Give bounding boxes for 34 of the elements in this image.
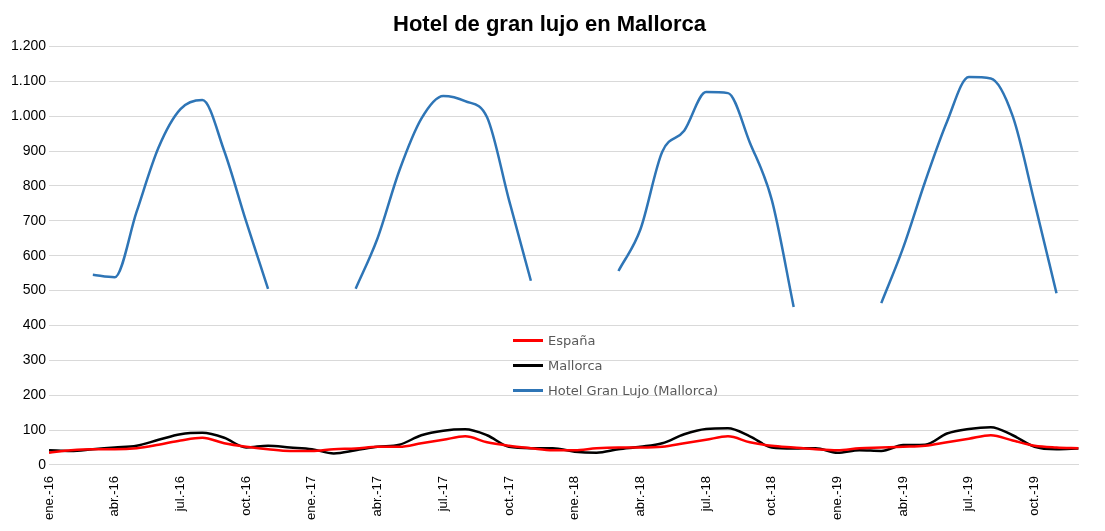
x-tick-label: ene.-18 [566,475,582,520]
y-tick-label: 1.200 [10,37,47,54]
x-tick-label: abr.-16 [106,475,122,517]
y-tick-label: 500 [22,281,47,298]
y-tick-label: 600 [22,246,47,263]
legend-label: Hotel Gran Lujo (Mallorca) [548,383,718,398]
x-tick-label: oct.-18 [763,475,779,516]
x-tick-label: ene.-17 [303,475,319,520]
x-tick-label: oct.-17 [500,475,516,516]
x-tick-label: jul.-17 [434,475,450,513]
y-tick-label: 300 [22,351,47,368]
y-tick-label: 200 [22,386,47,403]
y-tick-label: 900 [22,141,47,158]
x-tick-label: oct.-16 [237,475,253,516]
legend-label: España [548,333,596,348]
line-series [47,434,1080,454]
x-tick-label: ene.-16 [40,475,56,520]
chart-title: Hotel de gran lujo en Mallorca [393,11,707,37]
x-tick-label: jul.-16 [172,475,188,513]
y-tick-label: 800 [22,176,47,193]
x-tick-label: jul.-18 [697,475,713,513]
y-tick-label: 100 [22,420,47,437]
y-tick-label: 1.000 [10,107,47,124]
y-tick-label: 0 [38,455,47,472]
y-tick-label: 1.100 [10,72,47,89]
legend-label: Mallorca [548,358,603,373]
y-tick-label: 400 [22,316,47,333]
x-tick-label: oct.-19 [1026,475,1042,516]
y-tick-label: 700 [22,211,47,228]
x-tick-label: abr.-17 [369,475,385,517]
x-tick-label: abr.-19 [894,475,910,517]
x-tick-label: abr.-18 [631,475,647,517]
x-tick-label: ene.-19 [829,475,845,520]
x-tick-label: jul.-19 [960,475,976,513]
